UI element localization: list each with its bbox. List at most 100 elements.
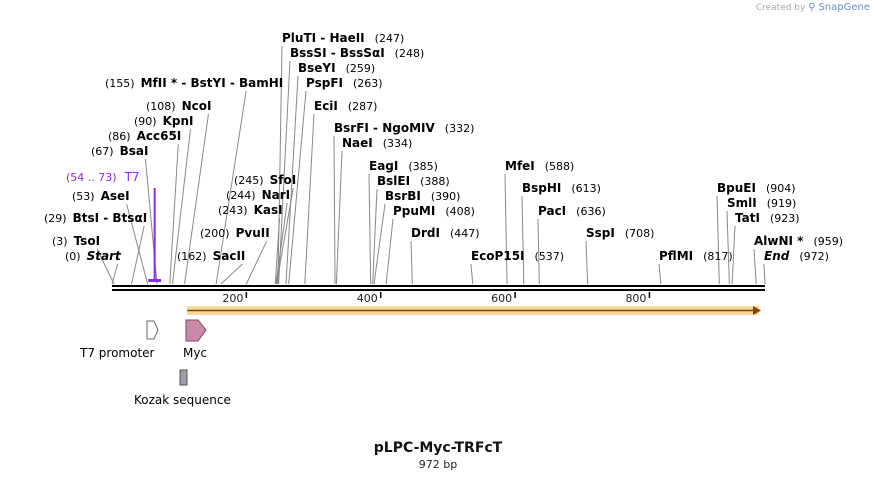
enzyme-label-btsi-bts-i: (29) BtsI - BtsαI — [44, 211, 147, 225]
enzyme-name-naei: NaeI — [342, 136, 373, 150]
enzyme-post-alwni: (959) — [813, 235, 843, 248]
enzyme-name-paci: PacI — [538, 204, 566, 218]
cut-line-bsssi-bsss-i — [278, 60, 291, 285]
enzyme-post-ppumi: (408) — [445, 205, 475, 218]
tick-label-600: 600 — [491, 292, 512, 305]
enzyme-post-ecii: (287) — [348, 100, 378, 113]
enzyme-post-drdi: (447) — [450, 227, 480, 240]
snapgene-credit: Created by ⚲ SnapGene — [756, 2, 870, 13]
enzyme-labels: (0) Start(3) TsoI (29) BtsI - BtsαI (53) AseI (… — [44, 31, 843, 263]
enzyme-pre-ncoi: (108) — [146, 100, 176, 113]
cut-line-sspi — [585, 240, 589, 285]
enzyme-label-bseyi: BseYI (259) — [298, 61, 375, 75]
enzyme-label-bsssi-bsss-i: BssSI - BssSαI (248) — [290, 46, 424, 60]
cut-line-sacii — [220, 263, 243, 285]
enzyme-label-drdi: DrdI (447) — [411, 226, 480, 240]
feature-label-t7-promoter: T7 promoter — [79, 346, 155, 360]
enzyme-label-tsoi: (3) TsoI — [52, 234, 100, 248]
cut-line-asei — [126, 203, 149, 285]
enzyme-tati: TatI (923) — [735, 211, 800, 225]
cut-line-tsoi — [96, 248, 115, 285]
enzyme-label-kasi: (243) KasI — [218, 203, 283, 217]
enzyme-label-pvuii: (200) PvuII — [200, 226, 270, 240]
enzyme-kasi: (243) KasI — [218, 203, 283, 217]
cut-line-drdi — [410, 240, 413, 285]
enzyme-bsai: (67) BsaI — [91, 144, 148, 158]
enzyme-name-pluti-haeii: PluTI - HaeII — [282, 31, 365, 45]
enzyme-name-pspfi: PspFI — [306, 76, 343, 90]
enzyme-label-sfoi: (245) SfoI — [234, 173, 296, 187]
cut-line-paci — [537, 218, 540, 285]
cut-line-pflmi — [658, 263, 662, 285]
enzyme-asei: (53) AseI — [72, 189, 130, 203]
enzyme-name-mfii-bstyi-bamhi: MfII * - BstYI - BamHI — [141, 76, 284, 90]
enzyme-name-bseyi: BseYI — [298, 61, 336, 75]
cut-line-kpni — [171, 128, 191, 285]
tick-label-400: 400 — [357, 292, 378, 305]
enzyme-bsssi-bsss-i: BssSI - BssSαI (248) — [290, 46, 424, 60]
cut-line-ppumi — [385, 218, 394, 285]
enzyme-sfoi: (245) SfoI — [234, 173, 296, 187]
enzyme-bsrfi-ngomiv: BsrFI - NgoMIV (332) — [334, 121, 474, 135]
enzyme-label-ncoi: (108) NcoI — [146, 99, 211, 113]
enzyme-label-tati: TatI (923) — [735, 211, 800, 225]
cut-line-acc65i — [169, 143, 179, 285]
enzyme-pre-acc65i: (86) — [108, 130, 131, 143]
feature-label-myc: Myc — [183, 346, 207, 360]
tick-label-200: 200 — [222, 292, 243, 305]
cut-line-bsrbi — [373, 203, 386, 285]
enzyme-post-bseyi: (259) — [346, 62, 376, 75]
enzyme-name-bsai: BsaI — [120, 144, 149, 158]
myc-arrow — [185, 319, 207, 342]
enzyme-label-ppumi: PpuMI (408) — [393, 204, 475, 218]
enzyme-btsi-bts-i: (29) BtsI - BtsαI — [44, 211, 147, 225]
enzyme-label-asei: (53) AseI — [72, 189, 130, 203]
cut-line-tati — [731, 225, 736, 285]
cut-line-bslei — [372, 188, 378, 285]
cut-line-end — [763, 263, 766, 285]
enzyme-label-pspfi: PspFI (263) — [306, 76, 383, 90]
enzyme-ppumi: PpuMI (408) — [393, 204, 475, 218]
primer-name: T7 — [124, 170, 140, 184]
enzyme-tsoi: (3) TsoI — [52, 234, 100, 248]
cut-lines — [96, 45, 766, 285]
enzyme-name-ncoi: NcoI — [182, 99, 212, 113]
enzyme-name-bsrfi-ngomiv: BsrFI - NgoMIV — [334, 121, 435, 135]
enzyme-label-ecii: EciI (287) — [314, 99, 377, 113]
enzyme-post-end: (972) — [799, 250, 829, 263]
enzyme-ncoi: (108) NcoI — [146, 99, 211, 113]
enzyme-name-btsi-bts-i: BtsI - BtsαI — [73, 211, 148, 225]
enzyme-name-bsrbi: BsrBI — [385, 189, 421, 203]
cut-line-mfei — [504, 173, 508, 285]
enzyme-name-alwni: AlwNI * — [754, 234, 804, 248]
enzyme-post-pluti-haeii: (247) — [375, 32, 405, 45]
cut-line-bseyi — [285, 75, 299, 285]
enzyme-kpni: (90) KpnI — [134, 114, 194, 128]
enzyme-pre-kasi: (243) — [218, 204, 248, 217]
enzyme-post-mfei: (588) — [545, 160, 575, 173]
enzyme-name-bsssi-bsss-i: BssSI - BssSαI — [290, 46, 385, 60]
enzyme-name-acc65i: Acc65I — [137, 129, 182, 143]
cut-line-pvuii — [245, 240, 268, 285]
enzyme-label-pluti-haeii: PluTI - HaeII (247) — [282, 31, 404, 45]
enzyme-name-tsoi: TsoI — [74, 234, 100, 248]
cut-line-bpuei — [716, 195, 720, 285]
enzyme-name-nari: NarI — [262, 188, 291, 202]
kozak-box — [179, 369, 188, 386]
enzyme-label-start: (0) Start — [65, 249, 122, 263]
enzyme-name-smli: SmlI — [727, 196, 757, 210]
plasmid-length: 972 bp — [418, 458, 458, 471]
enzyme-post-smli: (919) — [767, 197, 797, 210]
enzyme-pre-kpni: (90) — [134, 115, 157, 128]
enzyme-post-eagi: (385) — [408, 160, 438, 173]
cut-line-btsi-bts-i — [130, 225, 145, 285]
cut-line-start — [111, 263, 119, 285]
enzyme-pre-sfoi: (245) — [234, 174, 264, 187]
enzyme-name-mfei: MfeI — [505, 159, 535, 173]
enzyme-label-acc65i: (86) Acc65I — [108, 129, 181, 143]
enzyme-label-mfei: MfeI (588) — [505, 159, 574, 173]
enzyme-post-bpuei: (904) — [766, 182, 796, 195]
enzyme-pflmi: PflMI (817) — [659, 249, 733, 263]
enzyme-alwni: AlwNI * (959) — [754, 234, 843, 248]
enzyme-label-bslei: BslEI (388) — [377, 174, 450, 188]
